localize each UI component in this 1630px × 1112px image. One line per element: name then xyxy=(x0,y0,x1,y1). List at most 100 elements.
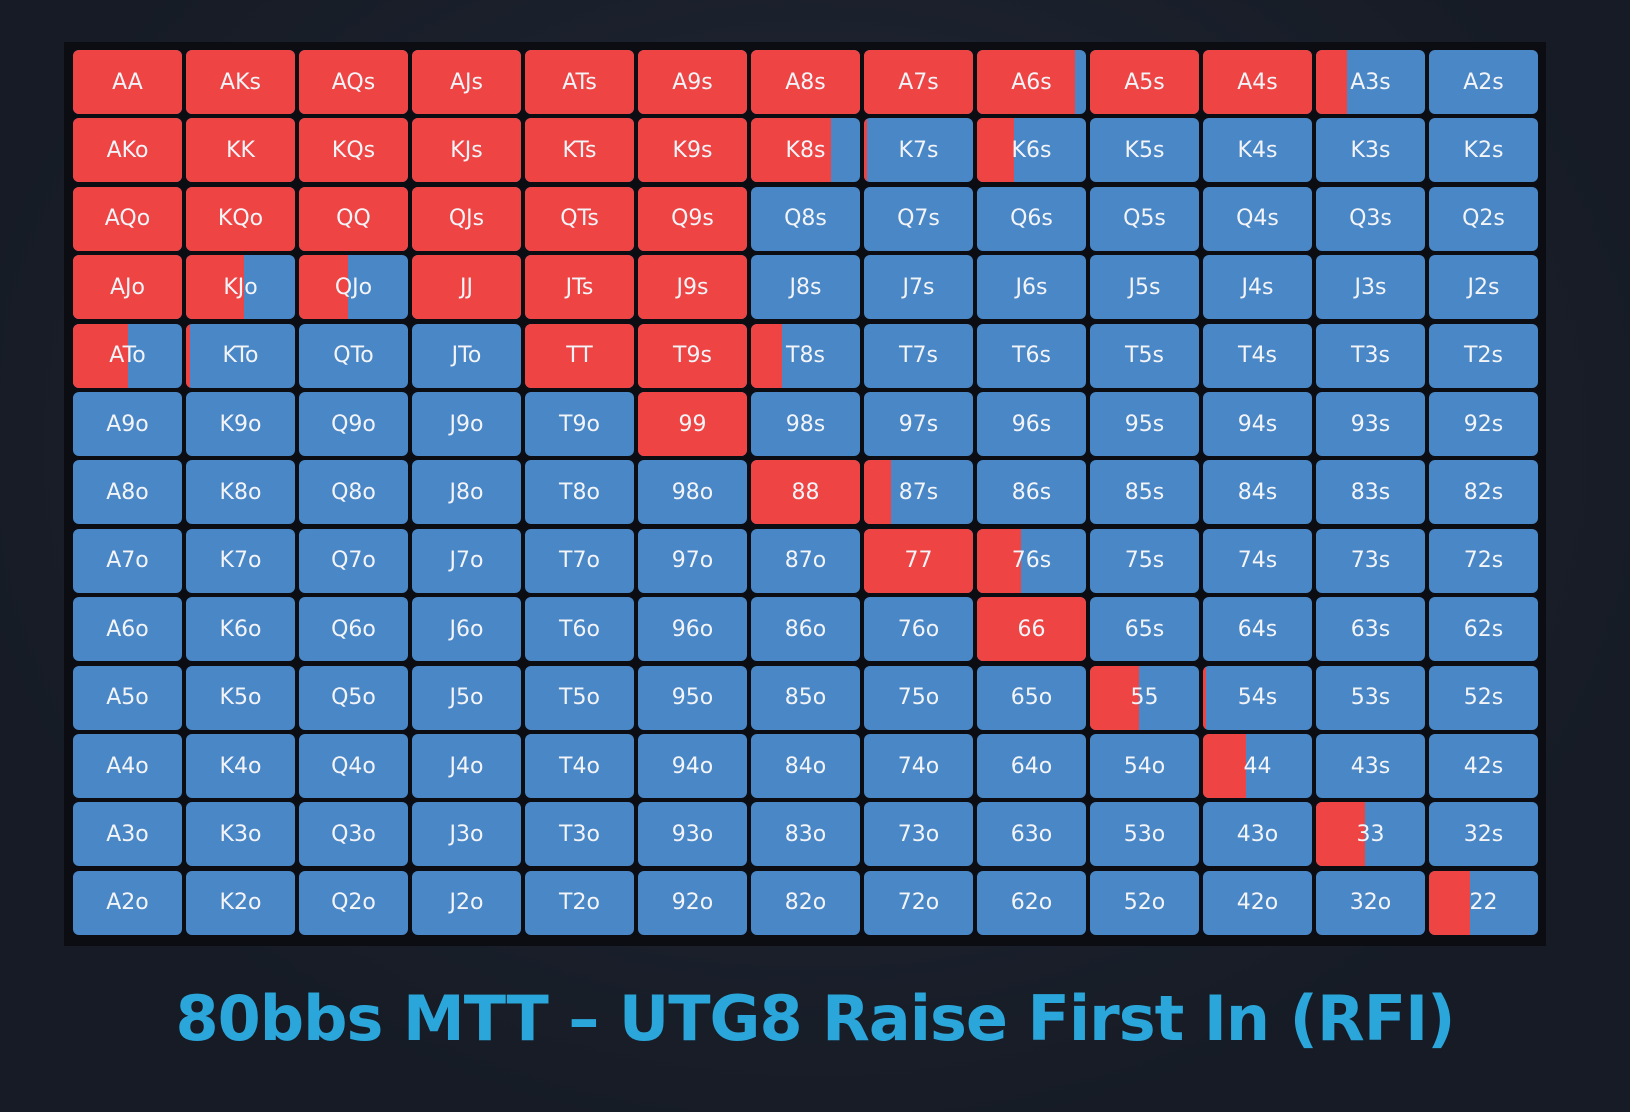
hand-label: A3o xyxy=(106,821,149,847)
hand-cell: 97o xyxy=(638,528,747,593)
hand-cell: 72o xyxy=(864,870,973,935)
hand-label: QTs xyxy=(560,206,599,232)
hand-cell: 87s xyxy=(864,460,973,525)
raise-fraction xyxy=(186,323,191,388)
hand-cell: QTo xyxy=(299,323,408,388)
hand-cell: 32o xyxy=(1316,870,1425,935)
hand-cell: 75s xyxy=(1090,528,1199,593)
hand-cell: K2s xyxy=(1429,118,1538,183)
hand-label: 43s xyxy=(1350,753,1391,779)
raise-fraction xyxy=(638,323,747,388)
hand-cell: T3s xyxy=(1316,323,1425,388)
hand-label: 22 xyxy=(1469,890,1498,916)
hand-label: K6o xyxy=(219,616,262,642)
hand-label: 76o xyxy=(897,616,940,642)
hand-cell: 63s xyxy=(1316,597,1425,662)
hand-cell: 52s xyxy=(1429,665,1538,730)
hand-cell: 77 xyxy=(864,528,973,593)
raise-fraction xyxy=(299,186,408,251)
hand-cell: J9s xyxy=(638,255,747,320)
hand-label: Q2s xyxy=(1462,206,1505,232)
hand-cell: 87o xyxy=(751,528,860,593)
hand-cell: Q9o xyxy=(299,392,408,456)
hand-label: 53o xyxy=(1123,821,1166,847)
hand-cell: 86o xyxy=(751,597,860,662)
hand-label: JJ xyxy=(460,274,473,300)
hand-cell: 73o xyxy=(864,802,973,867)
hand-label: Q8s xyxy=(784,206,827,232)
hand-cell: 52o xyxy=(1090,870,1199,935)
hand-label: J2o xyxy=(449,890,484,916)
hand-cell: AJo xyxy=(73,255,182,320)
hand-cell: J8o xyxy=(412,460,521,525)
hand-label: A4s xyxy=(1237,69,1278,95)
hand-cell: 97s xyxy=(864,392,973,456)
hand-cell: T6o xyxy=(525,597,634,662)
hand-cell: 84o xyxy=(751,734,860,798)
hand-cell: A6o xyxy=(73,597,182,662)
hand-label: KJo xyxy=(223,274,258,300)
hand-label: 44 xyxy=(1243,753,1272,779)
raise-fraction xyxy=(1090,665,1140,730)
hand-cell: K4s xyxy=(1203,118,1312,183)
raise-fraction xyxy=(1090,50,1199,114)
hand-cell: Q4o xyxy=(299,734,408,798)
hand-label: 85o xyxy=(784,685,827,711)
hand-label: 62o xyxy=(1010,890,1053,916)
hand-label: 98s xyxy=(785,411,826,437)
hand-cell: 63o xyxy=(977,802,1086,867)
raise-fraction xyxy=(977,118,1015,183)
hand-label: A3s xyxy=(1350,69,1391,95)
hand-cell: 72s xyxy=(1429,528,1538,593)
hand-cell: T7o xyxy=(525,528,634,593)
hand-label: Q3s xyxy=(1349,206,1392,232)
hand-cell: JTs xyxy=(525,255,634,320)
raise-fraction xyxy=(525,118,634,183)
hand-cell: J8s xyxy=(751,255,860,320)
hand-label: T5o xyxy=(559,685,600,711)
hand-label: J7s xyxy=(902,274,935,300)
raise-fraction xyxy=(638,255,747,320)
hand-label: K2o xyxy=(219,890,262,916)
hand-label: 86o xyxy=(784,616,827,642)
hand-label: T4s xyxy=(1238,343,1277,369)
hand-cell: Q7o xyxy=(299,528,408,593)
hand-label: T6s xyxy=(1012,343,1051,369)
hand-label: 73o xyxy=(897,821,940,847)
hand-cell: JJ xyxy=(412,255,521,320)
hand-label: ATs xyxy=(562,69,597,95)
raise-fraction xyxy=(412,255,521,320)
hand-label: K8o xyxy=(219,479,262,505)
hand-label: J2s xyxy=(1467,274,1500,300)
hand-label: T9s xyxy=(673,343,712,369)
raise-fraction xyxy=(638,118,747,183)
hand-cell: T8o xyxy=(525,460,634,525)
raise-fraction xyxy=(977,50,1076,114)
hand-label: 52o xyxy=(1123,890,1166,916)
raise-fraction xyxy=(186,255,244,320)
hand-label: 33 xyxy=(1356,821,1385,847)
hand-cell: AQs xyxy=(299,50,408,114)
hand-cell: T2s xyxy=(1429,323,1538,388)
raise-fraction xyxy=(864,50,973,114)
raise-fraction xyxy=(412,118,521,183)
hand-label: 95o xyxy=(671,685,714,711)
hand-label: KQs xyxy=(331,137,376,163)
raise-fraction xyxy=(412,50,521,114)
hand-label: 85s xyxy=(1124,479,1165,505)
hand-cell: T5o xyxy=(525,665,634,730)
hand-cell: Q5o xyxy=(299,665,408,730)
hand-cell: 53o xyxy=(1090,802,1199,867)
hand-label: T7s xyxy=(899,343,938,369)
hand-label: 84o xyxy=(784,753,827,779)
hand-label: 64s xyxy=(1237,616,1278,642)
hand-label: 52s xyxy=(1463,685,1504,711)
hand-cell: Q4s xyxy=(1203,186,1312,251)
hand-cell: T6s xyxy=(977,323,1086,388)
hand-label: 75o xyxy=(897,685,940,711)
raise-fraction xyxy=(1429,870,1471,935)
hand-label: Q4o xyxy=(331,753,376,779)
hand-label: 84s xyxy=(1237,479,1278,505)
hand-cell: Q3s xyxy=(1316,186,1425,251)
